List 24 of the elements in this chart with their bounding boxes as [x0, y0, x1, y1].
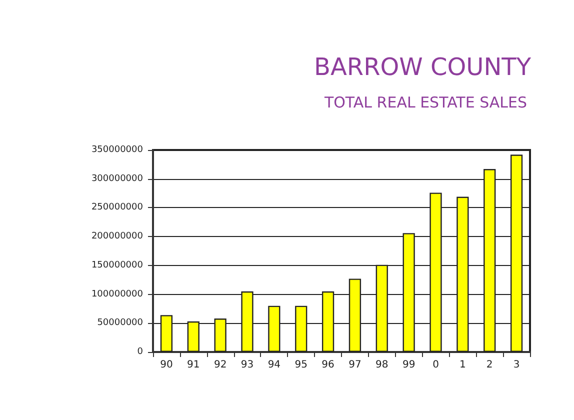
x-tick-label: 3: [513, 360, 520, 370]
x-tick-label: 92: [214, 360, 227, 370]
x-tick-label: 90: [160, 360, 173, 370]
x-tick-label: 2: [486, 360, 493, 370]
y-tick-label: 250000000: [91, 202, 144, 213]
y-tick-label: 50000000: [97, 318, 144, 328]
y-tick-label: 200000000: [91, 232, 144, 242]
x-tick-label: 95: [294, 360, 308, 370]
chart-title: BARROW COUNTY: [314, 53, 532, 81]
chart-subtitle: TOTAL REAL ESTATE SALES: [323, 94, 528, 112]
x-tick-label: 99: [402, 360, 416, 370]
y-tick-label: 0: [137, 347, 144, 357]
y-tick-label: 100000000: [91, 289, 144, 300]
x-tick-label: 1: [459, 360, 466, 370]
y-tick-label: 150000000: [91, 260, 144, 270]
x-tick-label: 97: [348, 360, 362, 370]
y-tick-label: 300000000: [91, 174, 144, 184]
x-tick-label: 0: [432, 360, 439, 370]
x-tick-label: 93: [240, 360, 254, 370]
y-tick-label: 350000000: [91, 145, 144, 155]
x-tick-label: 94: [268, 360, 281, 370]
x-tick-label: 96: [322, 360, 334, 370]
x-tick-label: 98: [376, 360, 388, 370]
x-tick-label: 91: [187, 360, 200, 370]
